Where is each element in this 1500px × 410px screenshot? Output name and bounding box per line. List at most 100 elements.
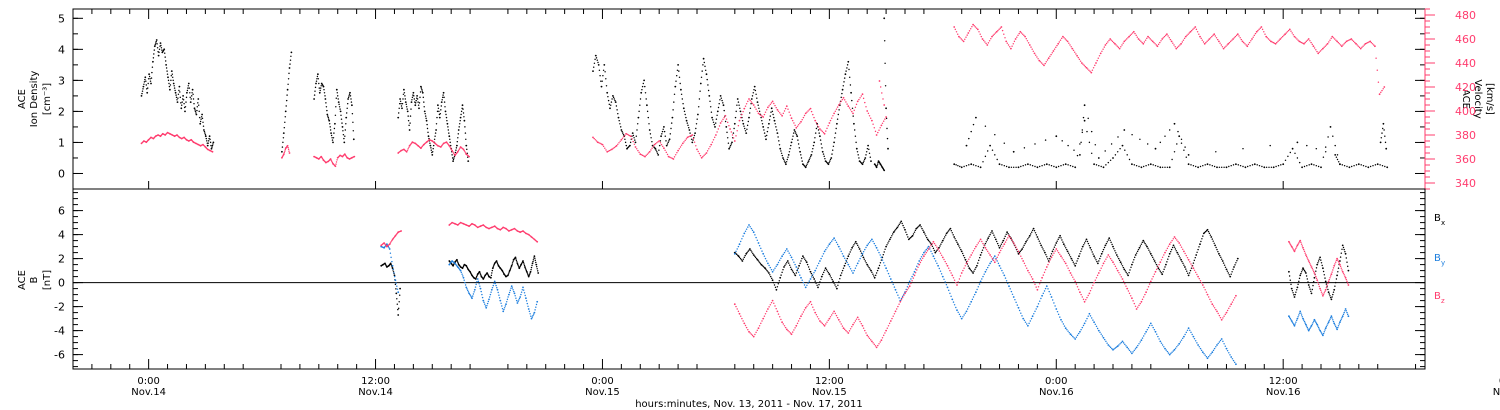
bx-point [786, 261, 788, 264]
ion-density-point [819, 139, 822, 141]
bx-point [1346, 261, 1348, 263]
by-point [861, 252, 864, 255]
ion-density-point [843, 77, 846, 79]
by-point [1235, 363, 1237, 366]
by-point [499, 299, 502, 302]
bz-point [1153, 273, 1156, 275]
x-tick-date-label: Nov.14 [358, 387, 393, 398]
bz-point [1185, 254, 1188, 257]
velocity-point [1134, 32, 1136, 35]
velocity-point [859, 97, 861, 99]
bx-point [801, 257, 803, 260]
velocity-point [1271, 41, 1273, 43]
ion-density-point [827, 163, 830, 166]
bx-point [825, 268, 828, 271]
bz-point [1034, 283, 1036, 286]
bz-point [1330, 273, 1333, 276]
ion-density-point [1355, 164, 1358, 166]
bx-point [787, 262, 790, 264]
ion-density-point [697, 113, 699, 116]
bx-point [1231, 271, 1233, 273]
bx-point [457, 261, 459, 263]
velocity-point [1101, 50, 1103, 53]
bx-point [1236, 257, 1239, 260]
velocity-point [793, 122, 795, 124]
ion-density-point [190, 98, 192, 100]
by-point [1180, 339, 1183, 341]
ion-density-point [604, 71, 606, 73]
ion-density-point [185, 96, 188, 99]
bz-point [882, 334, 885, 337]
bx-point [523, 263, 525, 265]
bz-point [1333, 264, 1336, 267]
ion-density-point [678, 70, 680, 72]
bz-point [1168, 243, 1171, 246]
velocity-point [702, 155, 704, 158]
by-point [1137, 344, 1139, 347]
ion-density-point [1185, 156, 1188, 158]
ion-density-point [435, 123, 438, 125]
velocity-point [822, 131, 825, 134]
by-point [927, 245, 930, 248]
by-point [1316, 323, 1319, 326]
ion-density-point [1031, 164, 1034, 167]
bz-point [1014, 244, 1016, 246]
bz-point [1201, 284, 1204, 286]
ion-density-point [211, 144, 214, 147]
velocity-point [335, 163, 337, 165]
bz-point [1317, 281, 1319, 284]
by-point [484, 305, 487, 307]
bx-point [397, 314, 400, 316]
by-point [468, 292, 470, 295]
by-point [1127, 348, 1130, 350]
ion-density-point [597, 61, 599, 64]
by-point [1230, 356, 1233, 358]
ion-density-point [651, 140, 653, 143]
bx-point [495, 260, 498, 262]
bx-point [1177, 253, 1179, 256]
bz-point [1326, 284, 1328, 287]
ion-density-point [1055, 135, 1058, 138]
ion-density-point [282, 132, 285, 135]
velocity-point [1221, 46, 1224, 48]
ion-density-point [447, 126, 449, 128]
ion-density-point [965, 144, 968, 147]
velocity-point [743, 107, 746, 110]
bx-point [525, 270, 528, 273]
velocity-point [956, 33, 959, 35]
ion-density-point [743, 125, 745, 127]
bz-point [1226, 309, 1229, 312]
ion-density-point [204, 135, 207, 138]
velocity-point [1161, 38, 1164, 40]
bx-point [534, 259, 537, 262]
bx-point [835, 286, 837, 288]
by-point [1107, 344, 1110, 346]
ion-density-point [1110, 143, 1113, 145]
velocity-point [1102, 48, 1104, 50]
by-point [1293, 323, 1295, 326]
by-point [1001, 269, 1003, 272]
bx-point [397, 308, 399, 311]
bz-point [983, 244, 985, 247]
ion-density-point [1157, 165, 1159, 168]
ion-density-point [1139, 138, 1141, 141]
velocity-point [1141, 41, 1143, 44]
ion-density-point [342, 133, 345, 136]
by-point [1129, 351, 1132, 353]
bx-point [1134, 254, 1137, 256]
velocity-point [1090, 71, 1093, 74]
by-point [828, 243, 831, 246]
ion-density-point [464, 126, 466, 128]
velocity-point [748, 98, 750, 100]
ion-density-point [454, 151, 457, 154]
ion-density-point [325, 102, 327, 104]
bx-point [1335, 278, 1338, 280]
ion-density-point [618, 119, 620, 122]
by-point [527, 305, 529, 308]
ion-density-point [984, 125, 987, 127]
ion-density-point [787, 154, 790, 156]
bz-point [1303, 250, 1306, 253]
ion-density-point [795, 133, 798, 136]
bz-point [1192, 267, 1195, 270]
ion-density-point [285, 105, 287, 107]
